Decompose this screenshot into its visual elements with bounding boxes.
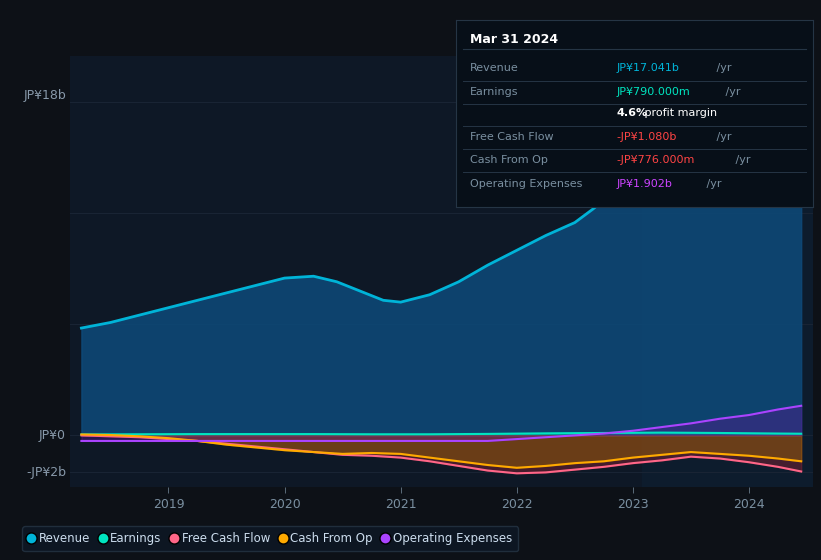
Text: Cash From Op: Cash From Op	[470, 155, 548, 165]
Text: JP¥0: JP¥0	[39, 429, 66, 442]
Text: -JP¥1.080b: -JP¥1.080b	[617, 132, 677, 142]
Text: profit margin: profit margin	[641, 109, 718, 118]
Text: Free Cash Flow: Free Cash Flow	[470, 132, 553, 142]
Text: JP¥17.041b: JP¥17.041b	[617, 63, 679, 73]
Text: -JP¥2b: -JP¥2b	[26, 466, 66, 479]
Text: -JP¥776.000m: -JP¥776.000m	[617, 155, 695, 165]
Text: Operating Expenses: Operating Expenses	[470, 179, 582, 189]
Text: JP¥790.000m: JP¥790.000m	[617, 87, 690, 97]
Text: Earnings: Earnings	[470, 87, 518, 97]
Text: 4.6%: 4.6%	[617, 109, 648, 118]
Text: Revenue: Revenue	[470, 63, 519, 73]
Legend: Revenue, Earnings, Free Cash Flow, Cash From Op, Operating Expenses: Revenue, Earnings, Free Cash Flow, Cash …	[22, 526, 518, 551]
Text: /yr: /yr	[713, 132, 732, 142]
Text: /yr: /yr	[732, 155, 750, 165]
Bar	[642, 56, 813, 487]
Text: /yr: /yr	[713, 63, 732, 73]
Text: /yr: /yr	[722, 87, 741, 97]
Text: JP¥1.902b: JP¥1.902b	[617, 179, 672, 189]
Text: JP¥18b: JP¥18b	[23, 89, 66, 102]
Text: Mar 31 2024: Mar 31 2024	[470, 32, 558, 46]
Text: /yr: /yr	[703, 179, 722, 189]
